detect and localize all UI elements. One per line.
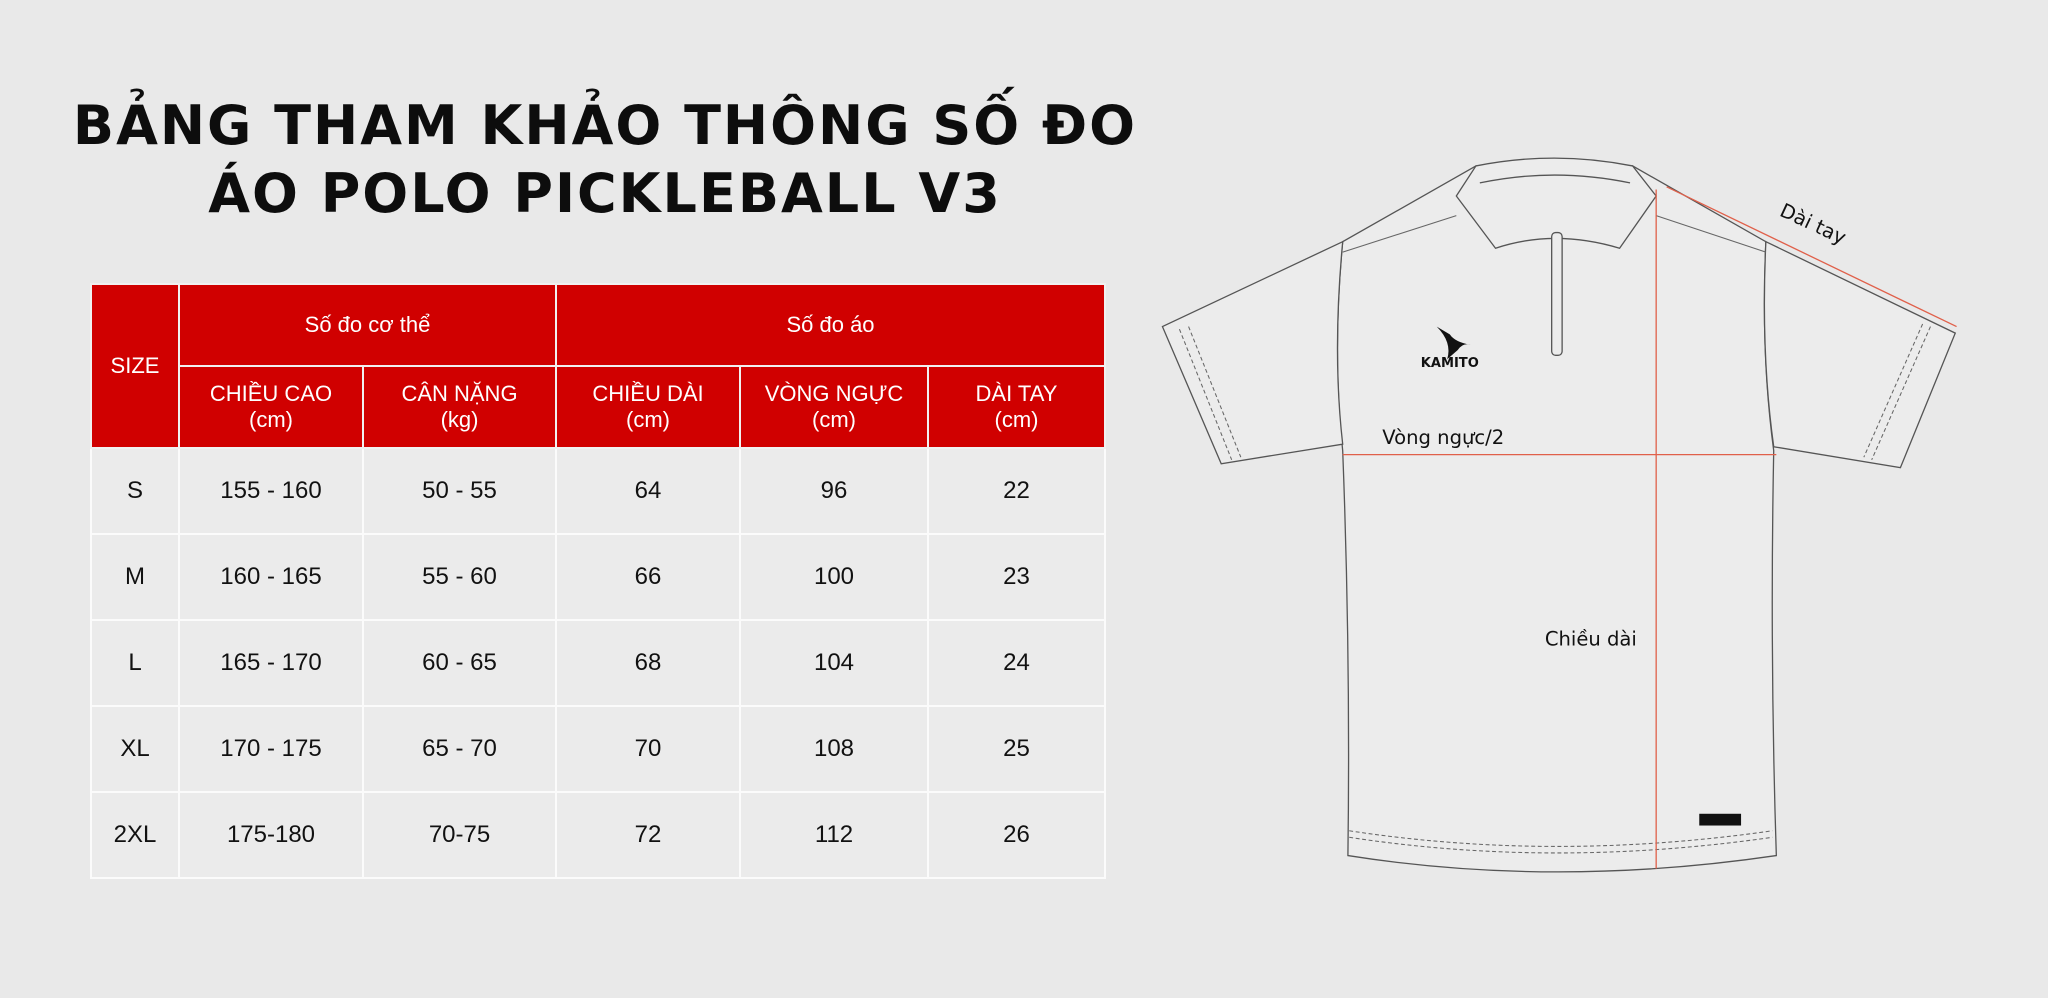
column-name: CÂN NẶNG <box>401 381 518 406</box>
value-cell: 175-180 <box>178 791 364 879</box>
size-label-patch <box>1699 813 1742 826</box>
size-table: SIZE Số đo cơ thể Số đo áo CHIỀU CAO (cm)… <box>90 283 1106 879</box>
value-cell: 65 - 70 <box>361 705 558 793</box>
table-row: XL 170 - 175 65 - 70 70 108 25 <box>90 705 1106 793</box>
value-cell: 64 <box>555 447 742 535</box>
value-cell: 55 - 60 <box>361 533 558 621</box>
value-cell: 25 <box>927 705 1106 793</box>
column-name: CHIỀU CAO <box>209 381 333 406</box>
value-cell: 100 <box>739 533 930 621</box>
zipper-placket <box>1551 231 1563 356</box>
value-cell: 160 - 165 <box>178 533 364 621</box>
column-name: DÀI TAY <box>975 381 1058 406</box>
page-title: BẢNG THAM KHẢO THÔNG SỐ ĐO ÁO POLO PICKL… <box>60 92 1150 228</box>
value-cell: 165 - 170 <box>178 619 364 707</box>
collar <box>1455 157 1657 249</box>
value-cell: 70 <box>555 705 742 793</box>
column-unit: (cm) <box>626 407 670 432</box>
size-cell: S <box>90 447 180 535</box>
value-cell: 68 <box>555 619 742 707</box>
size-header: SIZE <box>90 283 180 449</box>
table-row: L 165 - 170 60 - 65 68 104 24 <box>90 619 1106 707</box>
column-header: CHIỀU CAO (cm) <box>178 365 364 449</box>
size-cell: XL <box>90 705 180 793</box>
column-name: VÒNG NGỰC <box>764 381 904 406</box>
table-row: 2XL 175-180 70-75 72 112 26 <box>90 791 1106 879</box>
title-line-2: ÁO POLO PICKLEBALL V3 <box>208 162 1002 225</box>
size-cell: M <box>90 533 180 621</box>
chest-label: Vòng ngực/2 <box>1382 426 1504 449</box>
column-unit: (kg) <box>440 407 479 432</box>
table-row: S 155 - 160 50 - 55 64 96 22 <box>90 447 1106 535</box>
value-cell: 96 <box>739 447 930 535</box>
value-cell: 170 - 175 <box>178 705 364 793</box>
length-label: Chiều dài <box>1545 627 1637 650</box>
value-cell: 108 <box>739 705 930 793</box>
size-cell: L <box>90 619 180 707</box>
shirt-body <box>1336 165 1777 873</box>
shirt-measure-header: Số đo áo <box>555 283 1106 367</box>
value-cell: 23 <box>927 533 1106 621</box>
value-cell: 112 <box>739 791 930 879</box>
svg-text:KAMITO: KAMITO <box>1421 356 1479 371</box>
sleeve-length-label: Dài tay <box>1776 199 1849 249</box>
value-cell: 26 <box>927 791 1106 879</box>
size-cell: 2XL <box>90 791 180 879</box>
value-cell: 72 <box>555 791 742 879</box>
value-cell: 70-75 <box>361 791 558 879</box>
measure-lines <box>1342 186 1957 869</box>
value-cell: 66 <box>555 533 742 621</box>
value-cell: 60 - 65 <box>361 619 558 707</box>
column-unit: (cm) <box>812 407 856 432</box>
value-cell: 155 - 160 <box>178 447 364 535</box>
column-header: VÒNG NGỰC (cm) <box>739 365 930 449</box>
kamito-logo: KAMITO <box>1421 326 1479 371</box>
column-unit: (cm) <box>249 407 293 432</box>
table-row: M 160 - 165 55 - 60 66 100 23 <box>90 533 1106 621</box>
value-cell: 24 <box>927 619 1106 707</box>
title-line-1: BẢNG THAM KHẢO THÔNG SỐ ĐO <box>72 94 1138 157</box>
column-header: CHIỀU DÀI (cm) <box>555 365 742 449</box>
column-header: CÂN NẶNG (kg) <box>361 365 558 449</box>
column-name: CHIỀU DÀI <box>592 381 704 406</box>
value-cell: 104 <box>739 619 930 707</box>
left-sleeve <box>1161 240 1344 465</box>
value-cell: 22 <box>927 447 1106 535</box>
column-unit: (cm) <box>994 407 1039 432</box>
value-cell: 50 - 55 <box>361 447 558 535</box>
right-sleeve <box>1763 240 1957 469</box>
column-header: DÀI TAY (cm) <box>927 365 1106 449</box>
body-measure-header: Số đo cơ thể <box>177 283 558 367</box>
